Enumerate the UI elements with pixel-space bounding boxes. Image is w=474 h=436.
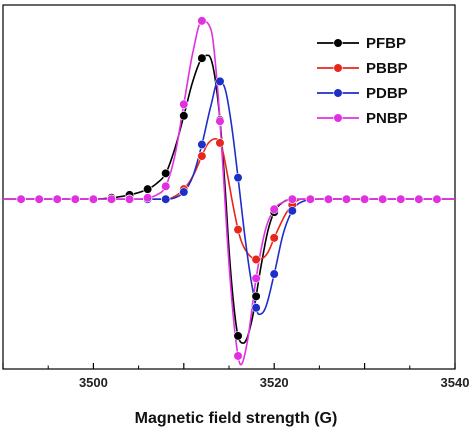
data-point [251, 254, 261, 265]
data-point [16, 194, 26, 204]
legend-label: PBBP [366, 60, 408, 77]
x-axis-ticks [2, 363, 456, 369]
data-point [251, 291, 261, 301]
data-point [233, 331, 243, 341]
legend-item-pdbp: PDBP [317, 85, 408, 102]
data-point [432, 194, 442, 204]
legend-marker [333, 63, 343, 73]
data-point [161, 168, 171, 178]
x-tick-label: 3500 [79, 375, 108, 390]
data-point [124, 194, 135, 204]
data-point [179, 99, 189, 109]
data-point [305, 194, 315, 204]
legend-marker [333, 38, 343, 48]
data-point [179, 187, 189, 197]
data-point [161, 194, 171, 204]
x-tick-label: 3520 [260, 375, 289, 390]
data-point [179, 111, 189, 121]
series-layer [3, 16, 455, 366]
data-point [341, 194, 352, 204]
legend-item-pnbp: PNBP [317, 110, 408, 127]
data-point [215, 116, 225, 126]
data-point [197, 53, 207, 63]
data-point [323, 194, 334, 204]
data-point [269, 269, 279, 279]
legend-item-pbbp: PBBP [317, 60, 408, 77]
data-point [269, 204, 279, 214]
data-point [161, 181, 171, 191]
legend: PFBP PBBP PDBP PNBP [317, 35, 408, 127]
data-point [360, 194, 370, 204]
data-point [233, 173, 243, 183]
data-point [233, 225, 243, 235]
data-point [414, 194, 424, 204]
data-point [52, 194, 62, 204]
data-point [233, 351, 243, 361]
legend-label: PDBP [366, 85, 408, 102]
data-point [378, 194, 388, 204]
legend-marker [333, 113, 343, 123]
series-markers-pnbp [16, 16, 442, 361]
data-point [215, 76, 225, 86]
data-point [287, 194, 297, 204]
data-point [70, 194, 80, 204]
x-axis-tick-labels: 3500 3520 3540 [79, 375, 470, 390]
data-point [251, 303, 261, 313]
data-point [287, 206, 297, 216]
data-point [269, 233, 279, 243]
data-point [197, 139, 207, 150]
data-point [143, 184, 153, 194]
legend-marker [333, 88, 343, 98]
data-point [88, 194, 98, 204]
data-point [34, 194, 44, 204]
data-point [106, 194, 117, 204]
data-point [251, 273, 261, 283]
data-point [197, 151, 207, 161]
x-axis-title: Magnetic field strength (G) [135, 410, 338, 427]
data-point [143, 193, 153, 203]
legend-label: PNBP [366, 110, 408, 127]
data-point [396, 194, 406, 204]
data-point [197, 16, 207, 26]
x-tick-label: 3540 [441, 375, 470, 390]
data-point [215, 138, 225, 148]
legend-item-pfbp: PFBP [317, 35, 406, 52]
legend-label: PFBP [366, 35, 406, 52]
